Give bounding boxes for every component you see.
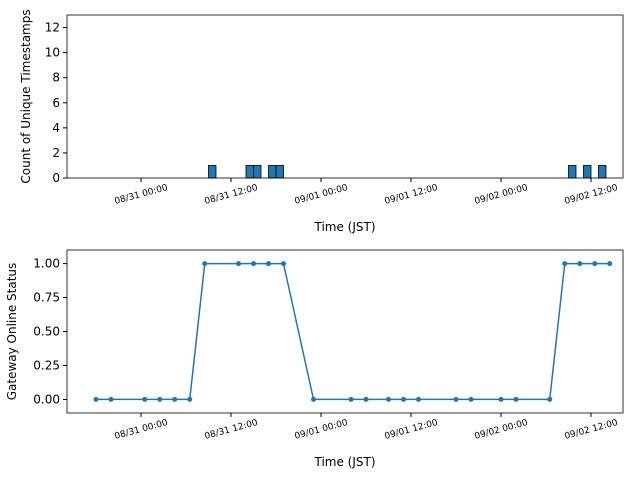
x-tick-label: 08/31 12:00 [204,418,260,442]
point [142,396,148,402]
x-axis-label: Time (JST) [313,455,375,469]
x-tick-label: 09/02 00:00 [474,183,530,207]
y-tick-label: 0.00 [33,392,60,406]
point [386,396,391,402]
x-tick-label: 08/31 00:00 [114,183,170,207]
point [607,261,613,267]
y-tick-label: 4 [52,121,60,135]
bar [208,165,217,179]
y-tick-label: 0 [52,171,60,185]
point [468,396,474,402]
point [202,261,208,267]
point [513,396,519,402]
y-tick-label: 0.50 [33,325,60,339]
point [172,396,178,402]
bar [275,165,284,179]
y-tick-label: 10 [45,46,60,60]
y-tick-label: 0.75 [33,291,60,305]
bar [245,165,254,179]
point [348,396,354,402]
x-tick-label: 08/31 00:00 [114,418,170,442]
x-tick-label: 09/01 00:00 [294,418,350,442]
x-tick-label: 09/01 12:00 [384,418,440,442]
y-tick-label: 0.25 [33,358,60,372]
point [251,261,256,267]
x-tick-label: 09/01 12:00 [384,183,440,207]
point [363,396,369,402]
point [416,396,421,402]
y-tick-label: 2 [52,146,60,160]
point [236,261,241,267]
x-tick-label: 09/02 12:00 [564,418,620,442]
point [577,261,583,267]
x-tick-label: 09/02 00:00 [474,418,530,442]
y-tick-label: 12 [45,21,60,35]
bar [583,165,592,179]
point [108,396,114,402]
x-axis-label: Time (JST) [313,220,375,234]
y-tick-label: 1.00 [33,257,60,271]
bar [268,165,277,179]
line [96,262,610,401]
y-tick-label: 8 [52,71,60,85]
y-axis-label: Gateway Online Status [5,263,19,401]
plot-frame [66,249,624,414]
x-tick-label: 08/31 12:00 [204,183,260,207]
point [266,261,271,267]
point [187,396,193,402]
plot-frame [66,14,624,179]
bar [598,165,607,179]
point [453,396,459,402]
point [281,261,286,267]
x-tick-label: 09/02 12:00 [564,183,620,207]
y-axis-label: Count of Unique Timestamps [19,9,33,183]
bar [568,165,577,179]
y-tick-label: 6 [52,96,60,110]
point [498,396,504,402]
point [592,261,598,267]
bar [253,165,262,179]
point [547,396,553,402]
point [311,396,316,402]
point [401,396,406,402]
point [562,261,568,267]
point [93,396,99,402]
x-tick-label: 09/01 00:00 [294,183,350,207]
point [157,396,163,402]
